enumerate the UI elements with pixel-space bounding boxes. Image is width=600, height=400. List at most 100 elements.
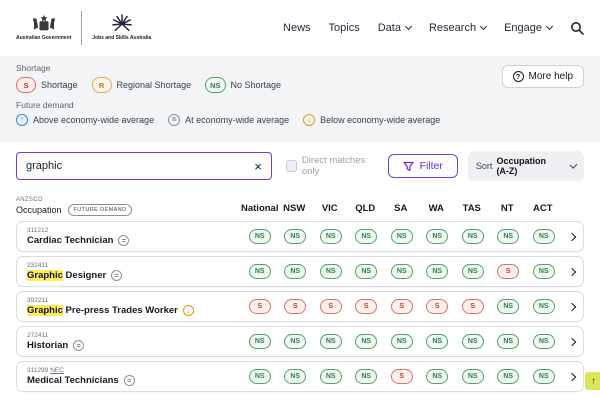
jsa-burst-icon [111, 14, 132, 32]
coat-of-arms-icon [32, 15, 55, 31]
legend-label: Above economy-wide average [33, 115, 155, 125]
nav-topics[interactable]: Topics [329, 22, 360, 34]
nav-topics-label: Topics [328, 22, 360, 34]
rating-badge: NS [319, 264, 342, 279]
legend-label: Regional Shortage [116, 80, 192, 90]
nav-research[interactable]: Research [429, 22, 488, 34]
table-header: ANZSCO Occupation FUTURE DEMAND National… [0, 188, 600, 221]
direct-matches-checkbox[interactable] [285, 160, 297, 172]
rating-badge: NS [319, 229, 342, 244]
future-demand-icon: = [111, 269, 123, 281]
rating-badge: NS [497, 299, 520, 314]
nav-data[interactable]: Data [377, 22, 413, 34]
shortage-badge: S [16, 77, 36, 93]
legend-label: At economy-wide average [185, 115, 290, 125]
filter-label: Filter [419, 160, 443, 172]
rating-badge: S [426, 299, 449, 314]
anzsco-code: 232411 [27, 262, 49, 270]
future-demand-icon: = [118, 234, 130, 246]
anzsco-label: ANZSCO [16, 197, 43, 203]
direct-matches-label: Direct matches only [301, 155, 366, 177]
rating-badge: S [355, 299, 378, 314]
chevron-right-icon[interactable] [568, 232, 577, 241]
column-header-nsw: NSW [283, 203, 306, 214]
nav-news-label: News [283, 22, 311, 34]
rating-badge: NS [390, 264, 413, 279]
nav-engage-label: Engage [504, 22, 542, 34]
search-nav-button[interactable] [570, 21, 584, 35]
table-row[interactable]: 311299 NEC Medical Technicians = NS NS NS … [16, 361, 584, 392]
rating-badge: S [390, 369, 413, 384]
below-average-icon: ↓ [303, 114, 316, 126]
scroll-to-top-button[interactable]: ↑ [585, 372, 600, 390]
rating-badge: NS [284, 369, 307, 384]
future-demand-legend-title: Future demand [16, 100, 74, 110]
main-nav: News Topics Data Research Engage [283, 21, 584, 35]
shortage-legend-title: Shortage [16, 63, 51, 73]
australian-government-logo[interactable]: Australian Government [16, 14, 71, 42]
occupation-search-input[interactable] [26, 160, 249, 172]
chevron-down-icon [480, 22, 488, 31]
rating-badge: NS [284, 334, 307, 349]
anzsco-code: 311212 [27, 227, 49, 235]
legend-item-no-shortage: NS No Shortage [205, 77, 281, 93]
legend-panel: Shortage S Shortage R Regional Shortage … [0, 56, 600, 142]
rating-badge: NS [355, 334, 378, 349]
table-row[interactable]: 392211 Graphic Pre-press Trades Worker ↓ … [16, 291, 584, 322]
sort-dropdown[interactable]: Sort Occupation (A-Z) [467, 151, 585, 181]
results-list: 311212 Cardiac Technician = NS NS NS NS N… [0, 221, 600, 392]
legend-item-below-average: ↓ Below economy-wide average [303, 114, 440, 126]
site-header: Australian Government Jobs and Skills Au… [0, 0, 600, 56]
legend-item-above-average: ↑ Above economy-wide average [16, 114, 154, 126]
shortage-legend-row: S Shortage R Regional Shortage NS No Sho… [16, 77, 584, 93]
logo-group: Australian Government Jobs and Skills Au… [16, 11, 151, 45]
future-demand-pill: FUTURE DEMAND [67, 204, 133, 216]
rating-badge: NS [461, 264, 484, 279]
nav-data-label: Data [377, 22, 401, 34]
occupation-label: Occupation [16, 205, 62, 215]
rating-badge: NS [248, 264, 271, 279]
chevron-right-icon[interactable] [568, 372, 577, 381]
rating-badge: NS [248, 229, 271, 244]
rating-badge: NS [497, 229, 520, 244]
occupation-name: Medical Technicians = [27, 374, 242, 386]
clear-search-icon[interactable]: × [254, 158, 262, 174]
search-box: × [16, 152, 272, 180]
chevron-down-icon [404, 22, 413, 31]
table-row[interactable]: 232411 Graphic Designer = NS NS NS NS NS … [16, 256, 584, 287]
rating-badge: NS [284, 264, 307, 279]
occupation-name: Cardiac Technician = [27, 234, 242, 246]
table-row[interactable]: 272411 Historian = NS NS NS NS NS NS NS N… [16, 326, 584, 357]
column-header-vic: VIC [321, 203, 338, 214]
search-icon [571, 22, 584, 35]
more-help-button[interactable]: ? More help [501, 65, 584, 88]
table-row[interactable]: 311212 Cardiac Technician = NS NS NS NS N… [16, 221, 584, 252]
jobs-and-skills-australia-logo[interactable]: Jobs and Skills Australia [92, 14, 151, 42]
rating-badge: NS [284, 229, 307, 244]
rating-badge: NS [426, 369, 449, 384]
future-demand-icon: = [123, 374, 135, 386]
chevron-right-icon[interactable] [568, 302, 577, 311]
chevron-right-icon[interactable] [568, 337, 577, 346]
no-shortage-badge: NS [205, 77, 226, 93]
nav-engage[interactable]: Engage [504, 22, 554, 34]
column-header-wa: WA [428, 203, 444, 214]
rating-badge: NS [497, 334, 520, 349]
rating-badge: NS [248, 369, 271, 384]
rating-badge: NS [426, 334, 449, 349]
chevron-right-icon[interactable] [568, 267, 577, 276]
rating-badge: NS [426, 264, 449, 279]
direct-matches-toggle[interactable]: Direct matches only [285, 155, 378, 177]
rating-badge: NS [461, 229, 484, 244]
rating-badge: NS [319, 369, 342, 384]
rating-badge: NS [248, 334, 271, 349]
nav-news[interactable]: News [283, 22, 311, 34]
chevron-down-icon [545, 22, 554, 31]
at-average-icon: = [168, 114, 181, 126]
anzsco-code: 272411 [27, 332, 49, 340]
rating-badge: S [319, 299, 342, 314]
gov-logo-caption: Australian Government [16, 35, 72, 42]
legend-label: Below economy-wide average [320, 115, 441, 125]
legend-item-shortage: S Shortage [16, 77, 78, 93]
filter-button[interactable]: Filter [387, 154, 458, 178]
